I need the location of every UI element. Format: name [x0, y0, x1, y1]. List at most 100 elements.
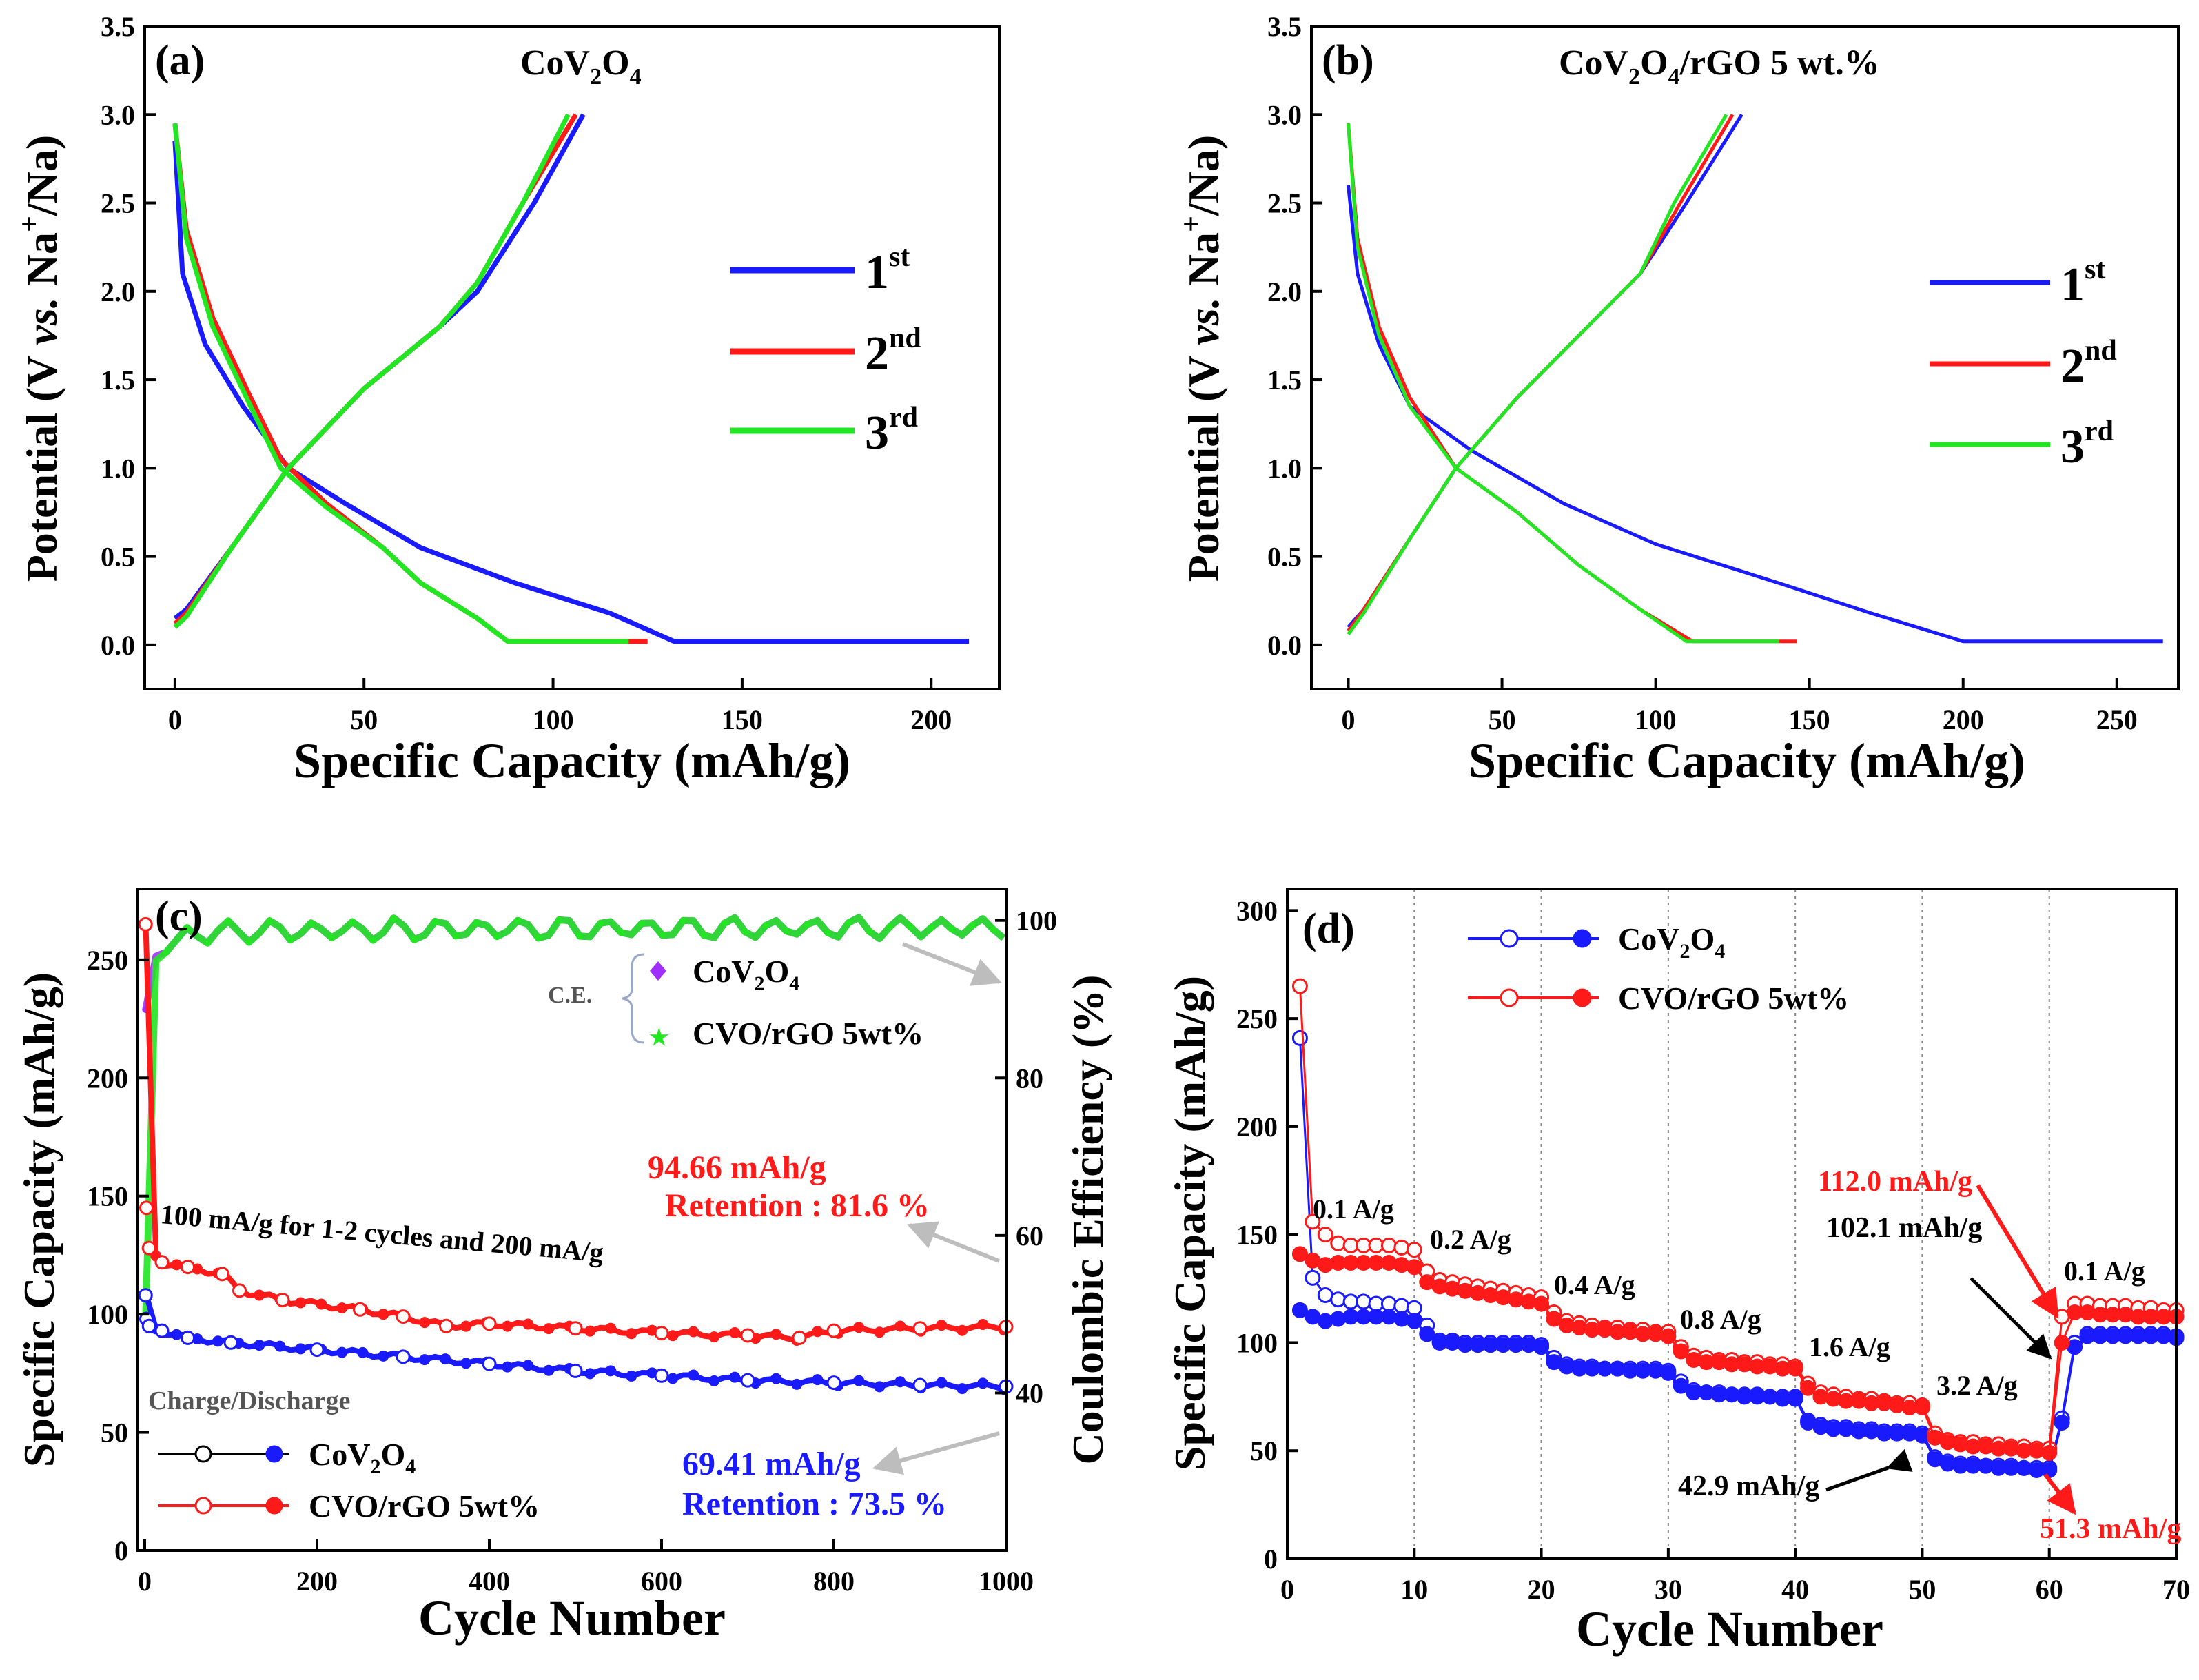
capacity-CVO/rGO 5wt%-point	[254, 1289, 265, 1301]
rate-CVO/rGO discharge-point	[2079, 1304, 2096, 1321]
rate-CVO/rGO discharge-point	[1597, 1322, 1613, 1338]
d-legend-cov-open	[1500, 929, 1519, 948]
rate-CVO/rGO discharge-point	[1533, 1295, 1550, 1312]
rate-CVO/rGO discharge-point	[1469, 1284, 1486, 1301]
ce-CVO/rGO 5wt%-point	[266, 917, 274, 925]
c-ce-legend-cov-marker	[650, 961, 666, 981]
rate-CoV2O4 discharge-point	[1939, 1455, 1956, 1472]
ce-CVO/rGO 5wt%-point	[390, 914, 398, 922]
capacity-CVO/rGO 5wt%-point	[605, 1322, 617, 1334]
y2-tick-label: 80	[1016, 1063, 1043, 1094]
y2-tick-label: 60	[1016, 1220, 1043, 1251]
capacity-CVO/rGO 5wt%-point	[667, 1330, 679, 1342]
ce-CVO/rGO 5wt%-point	[948, 925, 956, 933]
ce-CVO/rGO 5wt%-point	[576, 932, 584, 940]
rate-CVO/rGO discharge-point	[1978, 1438, 1994, 1455]
legend-b-1st-label: 1st	[2060, 254, 2105, 311]
y-tick-label: 3.5	[1267, 11, 1302, 42]
x-tick-label: 100	[1635, 704, 1677, 735]
panel-a-marks	[172, 113, 970, 644]
panel-d-xlabel: Cycle Number	[1576, 1601, 1883, 1657]
panel-c-ce-legend: C.E. CoV2O4 ★ CVO/rGO 5wt%	[548, 953, 923, 1051]
ce-CVO/rGO 5wt%-point	[514, 916, 522, 924]
y-tick-label: 0.5	[1267, 542, 1302, 573]
ce-CVO/rGO 5wt%-point	[452, 932, 460, 940]
d-rate-label-1: 0.1 A/g	[1313, 1194, 1394, 1225]
x-tick-label: 0	[138, 1566, 152, 1597]
capacity-CoV2O4-datum	[912, 1377, 928, 1393]
rate-CVO/rGO discharge-point	[1444, 1280, 1461, 1297]
d-rate-label-4: 0.8 A/g	[1680, 1304, 1761, 1335]
y-tick-label: 2.0	[101, 276, 135, 307]
capacity-CVO/rGO 5wt%-point	[708, 1331, 720, 1343]
y-tick-label: 1.0	[1267, 453, 1302, 484]
panel-c-legend: Charge/Discharge CoV2O4 CVO/rGO 5wt%	[148, 1386, 540, 1524]
capacity-CoV2O4-datum	[396, 1349, 411, 1364]
x-tick-label: 20	[1528, 1574, 1555, 1605]
rate-CVO/rGO discharge-point	[1482, 1287, 1499, 1303]
series-1st-discharge-line	[1347, 185, 2163, 644]
panel-c-ylabel2: Coulombic Efficiency (%)	[1063, 975, 1112, 1465]
x-tick-label: 200	[910, 704, 952, 735]
capacity-CoV2O4-point	[543, 1364, 555, 1376]
c-ce-label: C.E.	[548, 983, 592, 1008]
ce-CVO/rGO 5wt%-point	[555, 916, 563, 924]
rate-CoV2O4 discharge-point	[1901, 1425, 1918, 1442]
c-arrow-red	[907, 1221, 1001, 1263]
x-tick-label: 60	[2036, 1574, 2063, 1605]
legend-a-3rd-label: 3rd	[865, 402, 918, 460]
d-rate-label-2: 0.2 A/g	[1430, 1224, 1511, 1255]
rate-CVO/rGO discharge-point	[1686, 1352, 1702, 1369]
c-ce-legend-cvo-marker: ★	[649, 1025, 669, 1049]
panel-b-frame	[1310, 25, 2180, 690]
capacity-CoV2O4-point	[419, 1354, 431, 1366]
ce-CVO/rGO 5wt%-point	[617, 929, 625, 936]
rate-CVO/rGO discharge-point	[1889, 1397, 1905, 1413]
y-tick-label: 0.5	[101, 542, 135, 573]
y-tick-label: 1.5	[1267, 365, 1302, 396]
rate-CoV2O4 discharge-point	[1558, 1358, 1575, 1375]
y-tick-label: 150	[87, 1181, 128, 1212]
legend-b-3rd-label: 3rd	[2060, 416, 2114, 473]
d-arrow-black-bottom	[1825, 1448, 1913, 1492]
rate-CoV2O4 discharge-point	[2016, 1459, 2032, 1476]
x-tick-label: 1000	[979, 1566, 1034, 1597]
panel-c-ylabel: Specific Capacity (mAh/g)	[14, 972, 63, 1467]
c-arrow-ce	[901, 942, 1002, 986]
capacity-CVO/rGO 5wt%-point	[853, 1322, 865, 1333]
ce-CVO/rGO 5wt%-point	[659, 932, 666, 939]
capacity-CVO/rGO 5wt%-point	[626, 1328, 637, 1340]
d-red-bottom: 51.3 mAh/g	[2040, 1513, 2181, 1545]
rate-CoV2O4 discharge-point	[1761, 1389, 1778, 1405]
ce-CVO/rGO 5wt%-point	[307, 919, 315, 927]
y-tick-label: 250	[1236, 1003, 1278, 1034]
rate-CVO/rGO discharge-point	[1952, 1436, 1969, 1453]
ce-CVO/rGO 5wt%-point	[183, 924, 191, 932]
ce-CVO/rGO 5wt%-point	[493, 933, 501, 941]
rate-CVO/rGO discharge-point	[1850, 1393, 1867, 1409]
panel-a-xlabel: Specific Capacity (mAh/g)	[294, 733, 850, 788]
d-legend-cov-filled	[1573, 929, 1592, 948]
y-tick-label: 0	[114, 1535, 128, 1566]
y-tick-label: 150	[1236, 1220, 1278, 1251]
rate-CVO/rGO discharge-point	[1393, 1257, 1410, 1273]
x-tick-label: 150	[1789, 704, 1830, 735]
capacity-CVO/rGO 5wt%-datum	[912, 1321, 928, 1336]
series-2nd-discharge-line	[1347, 123, 1797, 644]
ce-CVO/rGO 5wt%-point	[163, 948, 170, 956]
rate-CVO/rGO discharge-point	[1520, 1293, 1537, 1310]
rate-CVO/rGO discharge-point	[1787, 1360, 1803, 1377]
d-rate-label-5: 1.6 A/g	[1809, 1331, 1890, 1362]
rate-CVO/rGO discharge-point	[1812, 1389, 1829, 1405]
rate-CoV2O4 discharge-point	[1914, 1427, 1930, 1444]
ce-CVO/rGO 5wt%-point	[824, 929, 832, 936]
rate-CVO/rGO discharge-point	[1939, 1434, 1956, 1451]
rate-CoV2O4 discharge-point	[1698, 1384, 1715, 1401]
rate-CoV2O4 discharge-point	[1838, 1421, 1854, 1437]
ce-CVO/rGO 5wt%-point	[369, 936, 377, 944]
capacity-CoV2O4-datum	[568, 1363, 583, 1378]
panel-d-rate-labels: 0.1 A/g 0.2 A/g 0.4 A/g 0.8 A/g 1.6 A/g …	[1313, 1194, 2145, 1401]
c-ce-legend-cvo-label: CVO/rGO 5wt%	[693, 1016, 923, 1051]
rate-CoV2O4 discharge-point	[1660, 1364, 1677, 1381]
